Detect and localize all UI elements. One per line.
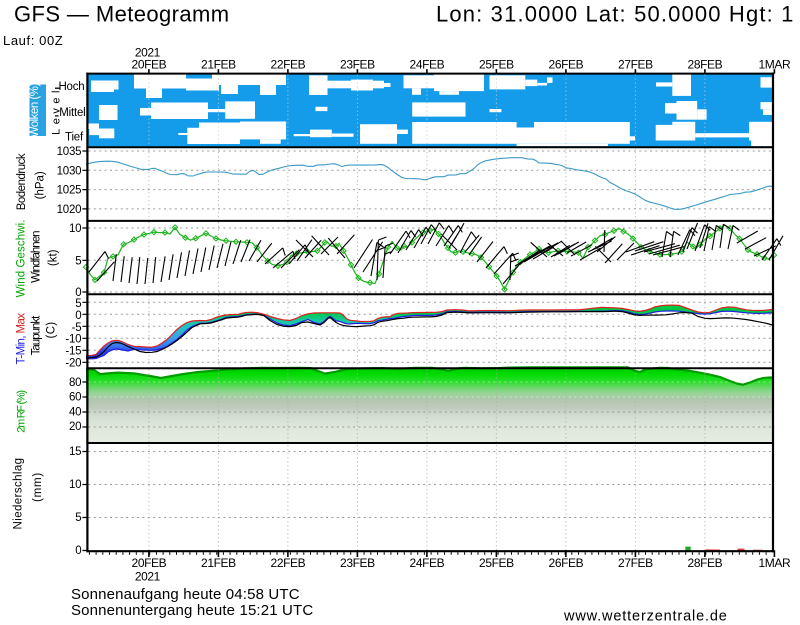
svg-text:Lauf: 00Z: Lauf: 00Z <box>3 33 63 48</box>
svg-text:26FEB: 26FEB <box>549 57 584 71</box>
svg-text:20: 20 <box>69 421 81 433</box>
svg-text:25FEB: 25FEB <box>479 556 514 570</box>
svg-text:Taupunkt: Taupunkt <box>31 315 43 355</box>
svg-text:1025: 1025 <box>57 185 82 197</box>
svg-text:(hPa): (hPa) <box>35 171 47 199</box>
svg-text:(C): (C) <box>46 322 58 339</box>
svg-text:10: 10 <box>69 479 81 491</box>
svg-text:2m RF (%): 2m RF (%) <box>16 391 28 433</box>
svg-text:2021: 2021 <box>135 570 161 584</box>
svg-text:Windfahnen: Windfahnen <box>31 231 43 283</box>
svg-text:1MAR: 1MAR <box>759 57 791 71</box>
svg-text:27FEB: 27FEB <box>618 556 653 570</box>
svg-text:(kt): (kt) <box>48 249 60 266</box>
svg-text:28FEB: 28FEB <box>688 57 723 71</box>
svg-text:40: 40 <box>69 406 81 418</box>
svg-text:24FEB: 24FEB <box>410 57 445 71</box>
svg-text:Mittel: Mittel <box>59 107 85 119</box>
svg-text:Tief: Tief <box>65 131 84 143</box>
svg-text:0: 0 <box>75 310 81 322</box>
svg-text:27FEB: 27FEB <box>618 57 653 71</box>
svg-text:20FEB: 20FEB <box>132 57 167 71</box>
svg-text:-10: -10 <box>65 334 81 346</box>
svg-text:80: 80 <box>69 377 81 389</box>
svg-text:20FEB: 20FEB <box>132 556 167 570</box>
svg-text:Sonnenuntergang heute 15:21 UT: Sonnenuntergang heute 15:21 UTC <box>71 602 313 619</box>
svg-text:-5: -5 <box>72 322 82 334</box>
svg-text:21FEB: 21FEB <box>201 556 236 570</box>
svg-text:26FEB: 26FEB <box>549 556 584 570</box>
svg-text:21FEB: 21FEB <box>201 57 236 71</box>
svg-text:T-Min, Max: T-Min, Max <box>16 313 28 365</box>
svg-text:5: 5 <box>75 298 81 310</box>
svg-text:1030: 1030 <box>57 165 82 177</box>
svg-text:5: 5 <box>75 512 81 524</box>
svg-text:Lon: 31.0000 Lat: 50.0000 Hgt:: Lon: 31.0000 Lat: 50.0000 Hgt: 1 <box>436 2 795 27</box>
svg-text:Bodendruck: Bodendruck <box>16 153 28 210</box>
svg-text:1MAR: 1MAR <box>759 556 791 570</box>
svg-text:22FEB: 22FEB <box>271 556 306 570</box>
svg-text:23FEB: 23FEB <box>340 57 375 71</box>
svg-text:-20: -20 <box>65 357 81 369</box>
svg-text:Wind Geschwi.: Wind Geschwi. <box>16 219 28 297</box>
svg-text:5: 5 <box>75 255 81 267</box>
svg-text:15: 15 <box>69 446 81 458</box>
svg-text:22FEB: 22FEB <box>271 57 306 71</box>
svg-text:(mm): (mm) <box>32 472 44 502</box>
svg-text:Hoch: Hoch <box>58 81 84 93</box>
svg-text:Level: Level <box>51 86 63 135</box>
svg-text:28FEB: 28FEB <box>688 556 723 570</box>
svg-text:GFS — Meteogramm: GFS — Meteogramm <box>14 2 229 27</box>
svg-text:1035: 1035 <box>57 146 82 158</box>
svg-text:Niederschlag: Niederschlag <box>13 458 25 530</box>
svg-text:1020: 1020 <box>57 204 82 216</box>
svg-text:www.wetterzentrale.de: www.wetterzentrale.de <box>563 609 728 625</box>
svg-text:25FEB: 25FEB <box>479 57 514 71</box>
svg-text:0: 0 <box>75 545 81 557</box>
svg-text:24FEB: 24FEB <box>410 556 445 570</box>
svg-text:Sonnenaufgang heute 04:58 UTC: Sonnenaufgang heute 04:58 UTC <box>71 586 300 603</box>
svg-text:10: 10 <box>69 223 81 235</box>
svg-text:Wolken (%): Wolken (%) <box>29 83 41 138</box>
svg-text:-15: -15 <box>65 346 81 358</box>
svg-text:60: 60 <box>69 392 81 404</box>
svg-text:0: 0 <box>75 287 81 299</box>
svg-text:23FEB: 23FEB <box>340 556 375 570</box>
svg-text:2021: 2021 <box>135 46 161 60</box>
